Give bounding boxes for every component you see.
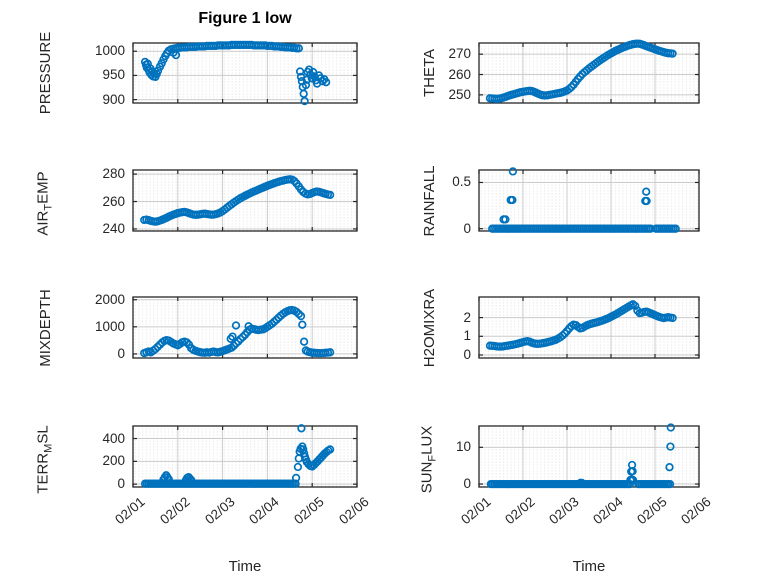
y-tick-label-h2omixra: 2 xyxy=(463,309,471,325)
y-axis-label-text: PRESSURE xyxy=(37,31,54,115)
y-axis-label-text: EMP xyxy=(34,170,52,204)
y-tick-label-rainfall: 0 xyxy=(463,220,471,236)
y-axis-label-subscript: T xyxy=(42,203,55,211)
y-tick-label-air_temp: 280 xyxy=(102,166,125,182)
data-series-terr_msl xyxy=(140,424,335,488)
plot-area-rainfall xyxy=(478,167,700,233)
figure-title: Figure 1 low xyxy=(198,10,292,27)
y-tick-label-pressure: 900 xyxy=(102,91,125,107)
x-tick-label: 02/04 xyxy=(590,494,626,528)
y-tick-label-air_temp: 260 xyxy=(102,193,125,209)
x-tick-label: 02/03 xyxy=(546,494,582,528)
y-tick-label-terr_msl: 0 xyxy=(117,476,125,492)
plot-area-sun_flux xyxy=(478,423,700,489)
y-tick-label-sun_flux: 0 xyxy=(463,476,471,492)
x-tick-label: 02/06 xyxy=(678,494,714,528)
y-axis-label-subscript: M xyxy=(42,443,55,453)
y-tick-label-theta: 270 xyxy=(448,46,471,62)
y-tick-label-rainfall: 0.5 xyxy=(452,174,471,190)
plot-area-air_temp xyxy=(132,169,358,232)
data-series-mixdepth xyxy=(140,305,335,358)
data-series-rainfall xyxy=(488,167,680,233)
y-tick-label-theta: 260 xyxy=(448,66,471,82)
y-axis-label-text: SL xyxy=(34,424,52,444)
data-series-pressure xyxy=(140,40,331,106)
y-axis-label-text: RAINFALL xyxy=(421,165,438,236)
plot-area-h2omixra xyxy=(478,296,700,359)
y-axis-label-text: AIR xyxy=(34,210,52,236)
y-tick-label-pressure: 950 xyxy=(102,67,125,83)
y-axis-label-text: THETA xyxy=(421,48,438,98)
data-series-sun_flux xyxy=(486,423,675,489)
y-axis-label-pressure: PRESSURE xyxy=(37,0,55,148)
y-axis-label-text: H2OMIXRA xyxy=(421,288,438,367)
y-tick-label-air_temp: 240 xyxy=(102,220,125,236)
x-tick-label: 02/03 xyxy=(201,494,238,528)
y-axis-label-h2omixra: H2OMIXRA xyxy=(421,253,439,403)
y-tick-label-pressure: 1000 xyxy=(94,43,125,59)
plot-area-mixdepth xyxy=(132,296,358,359)
x-tick-label: 02/06 xyxy=(336,494,372,528)
y-tick-label-h2omixra: 1 xyxy=(463,328,471,344)
plot-area-terr_msl xyxy=(132,424,358,488)
y-axis-label-terr_msl: TERRMSL xyxy=(35,384,58,534)
x-tick-label: 02/05 xyxy=(291,494,327,528)
data-series-h2omixra xyxy=(485,300,677,351)
y-tick-label-h2omixra: 0 xyxy=(463,347,471,362)
x-tick-label: 02/02 xyxy=(156,494,193,528)
data-series-air_temp xyxy=(140,175,335,226)
y-tick-label-sun_flux: 10 xyxy=(455,439,471,455)
x-tick-label: 02/02 xyxy=(502,494,538,528)
y-axis-label-subscript: F xyxy=(426,454,439,462)
data-series-theta xyxy=(485,39,677,104)
y-axis-label-text: TERR xyxy=(34,452,52,494)
y-tick-label-mixdepth: 0 xyxy=(117,345,125,361)
y-tick-label-terr_msl: 400 xyxy=(102,430,125,446)
y-axis-label-text: MIXDEPTH xyxy=(37,288,54,367)
y-tick-label-mixdepth: 2000 xyxy=(94,291,125,307)
y-tick-label-theta: 250 xyxy=(448,86,471,102)
y-axis-label-mixdepth: MIXDEPTH xyxy=(37,253,55,403)
x-tick-label: 02/04 xyxy=(246,494,283,528)
x-tick-label: 02/05 xyxy=(634,494,670,528)
y-axis-label-text: LUX xyxy=(418,425,436,455)
x-tick-label: 02/01 xyxy=(112,494,148,528)
plot-area-theta xyxy=(478,39,700,104)
plot-area-pressure xyxy=(132,40,358,106)
x-tick-label: 02/01 xyxy=(458,494,494,528)
y-axis-label-sun_flux: SUNFLUX xyxy=(419,384,442,534)
y-axis-label-text: SUN xyxy=(418,461,436,493)
y-tick-label-mixdepth: 1000 xyxy=(94,318,125,334)
x-axis-label-right: Time xyxy=(572,558,606,575)
x-axis-label-left: Time xyxy=(228,558,262,575)
y-tick-label-terr_msl: 200 xyxy=(102,453,125,469)
